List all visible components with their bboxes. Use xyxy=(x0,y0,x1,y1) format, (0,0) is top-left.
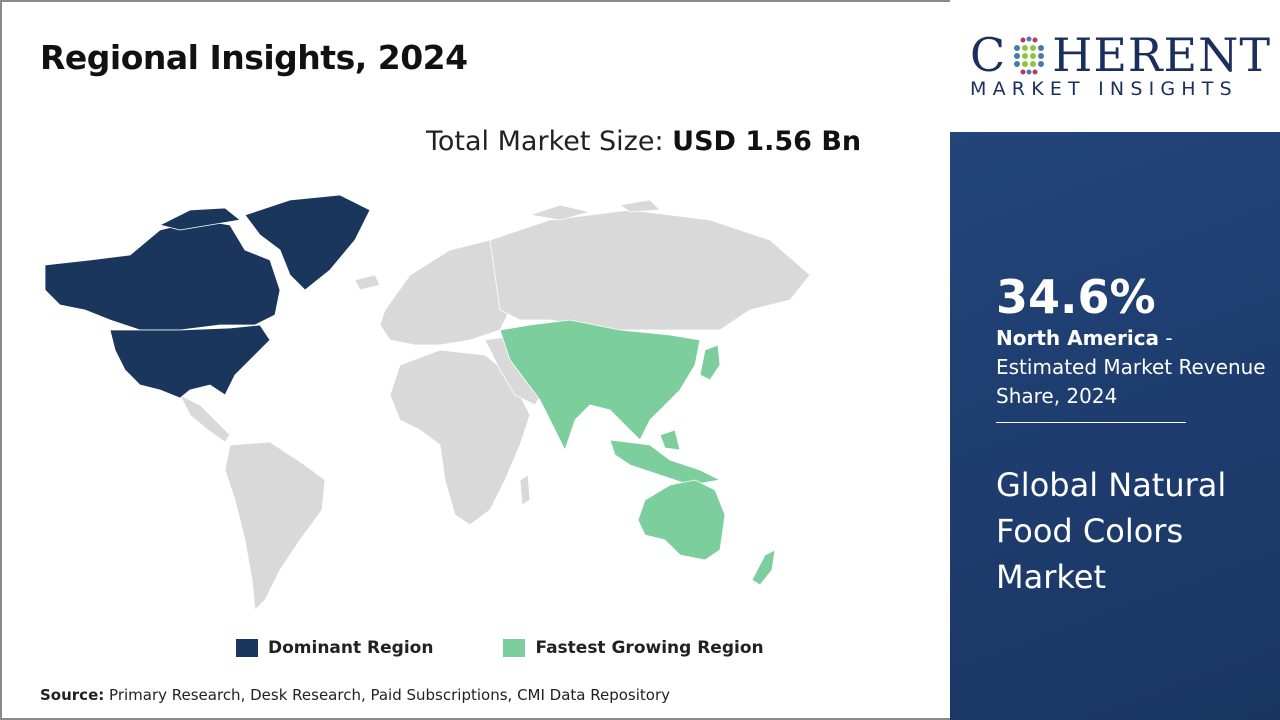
new-zealand xyxy=(751,549,776,586)
market-size-value: USD 1.56 Bn xyxy=(672,126,862,157)
logo: C HERENT MARKET INSIGHTS xyxy=(950,0,1280,132)
legend-dominant: Dominant Region xyxy=(236,638,433,658)
legend-label: Dominant Region xyxy=(268,638,434,658)
logo-letter: C xyxy=(970,28,1007,82)
divider xyxy=(996,422,1186,423)
madagascar xyxy=(519,474,531,506)
canada-alaska xyxy=(44,219,281,331)
total-market-size: Total Market Size: USD 1.56 Bn xyxy=(426,126,861,157)
legend-swatch-dominant xyxy=(236,639,258,657)
page-title: Regional Insights, 2024 xyxy=(40,38,468,77)
market-size-label: Total Market Size: xyxy=(426,126,664,157)
share-desc-text: - Estimated Market Revenue Share, 2024 xyxy=(996,326,1266,408)
legend-fastest: Fastest Growing Region xyxy=(503,638,764,658)
globe-dots-icon xyxy=(1014,36,1045,75)
legend-swatch-fastest xyxy=(503,639,526,657)
logo-wordmark: C HERENT xyxy=(970,28,1271,82)
asia-mainland xyxy=(499,319,701,452)
source-note: Source: Primary Research, Desk Research,… xyxy=(40,686,670,704)
arctic-archipelago xyxy=(158,207,241,231)
logo-letters: HERENT xyxy=(1052,28,1272,82)
source-text: Primary Research, Desk Research, Paid Su… xyxy=(109,686,671,704)
iceland xyxy=(354,274,381,291)
logo-tagline: MARKET INSIGHTS xyxy=(970,78,1238,100)
fastest-growing-region xyxy=(499,319,776,586)
summary-panel: 34.6% North America - Estimated Market R… xyxy=(950,132,1280,720)
dominant-region xyxy=(44,194,371,399)
greenland xyxy=(244,194,371,291)
australia xyxy=(637,479,726,561)
usa xyxy=(109,324,271,399)
share-percentage: 34.6% xyxy=(996,270,1156,324)
report-title: Global Natural Food Colors Market xyxy=(996,466,1227,596)
arctic-islands xyxy=(529,199,661,221)
world-map xyxy=(44,194,811,611)
south-america xyxy=(224,441,326,611)
map-legend: Dominant Region Fastest Growing Region xyxy=(236,638,764,658)
europe xyxy=(379,239,511,346)
japan xyxy=(699,344,721,381)
share-description: North America - Estimated Market Revenue… xyxy=(996,324,1266,411)
source-label: Source: xyxy=(40,686,105,704)
southeast-asia-islands xyxy=(609,429,722,486)
share-region: North America xyxy=(996,326,1160,350)
central-america xyxy=(179,394,231,443)
legend-label: Fastest Growing Region xyxy=(535,638,764,658)
russia xyxy=(489,209,811,331)
